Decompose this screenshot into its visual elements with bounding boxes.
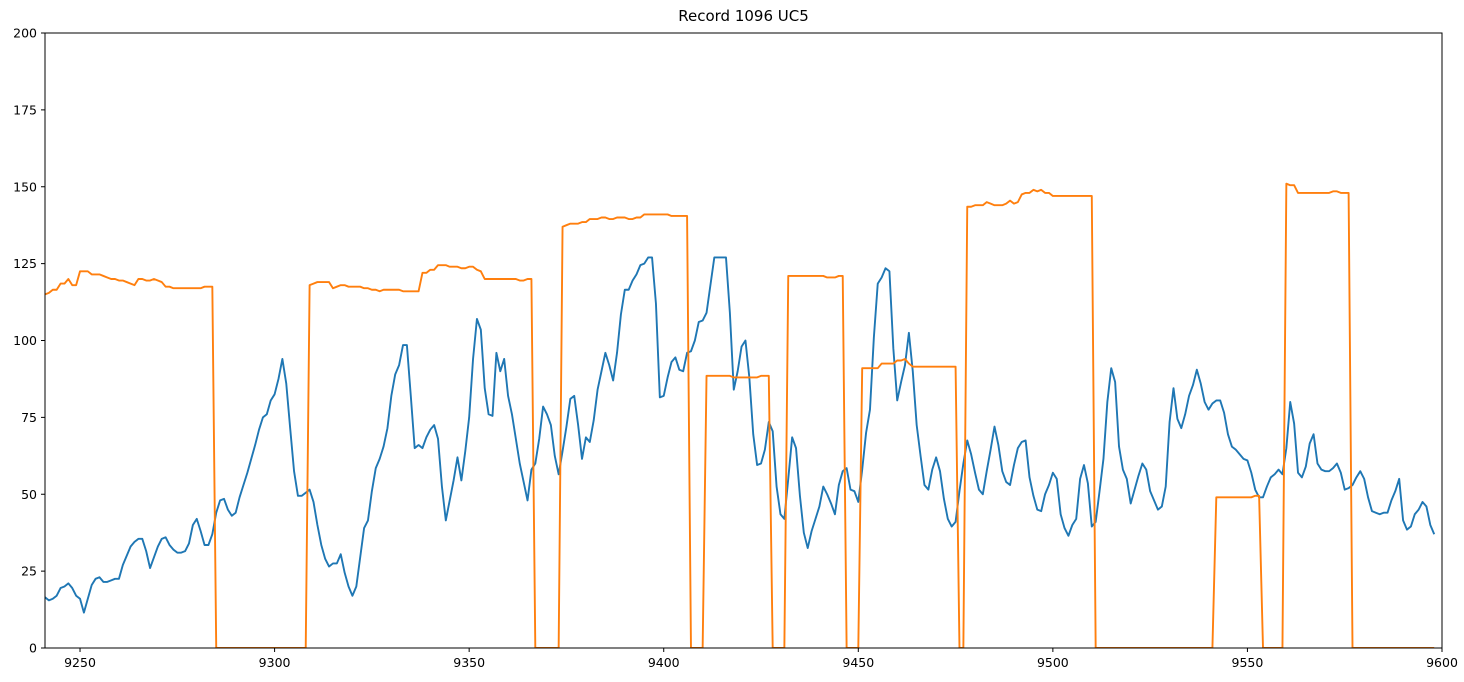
y-tick-label: 25: [21, 564, 37, 579]
x-tick-label: 9600: [1426, 655, 1458, 670]
series-layer: [45, 182, 1436, 648]
plot-frame: [44, 32, 1443, 649]
chart-title: Record 1096 UC5: [678, 7, 809, 25]
y-tick-label: 100: [13, 333, 37, 348]
y-tick-label: 200: [13, 26, 37, 41]
y-tick-label: 150: [13, 179, 37, 194]
y-tick-label: 0: [29, 641, 37, 656]
x-tick-label: 9300: [259, 655, 291, 670]
x-tick-label: 9350: [453, 655, 485, 670]
x-tick-label: 9450: [842, 655, 874, 670]
series-line-2: [45, 182, 1435, 648]
x-tick-label: 9500: [1037, 655, 1069, 670]
y-tick-label: 175: [13, 102, 37, 117]
x-tick-label: 9400: [648, 655, 680, 670]
x-tick-label: 9250: [64, 655, 96, 670]
y-tick-label: 50: [21, 487, 37, 502]
y-tick-label: 75: [21, 410, 37, 425]
x-tick-label: 9550: [1232, 655, 1264, 670]
series-line-1: [45, 256, 1436, 614]
y-tick-label: 125: [13, 256, 37, 271]
axis-layer: 9250 9300 9350 9400 9450 9500 9550 9600 0 25 50 75 1…: [13, 26, 1458, 671]
